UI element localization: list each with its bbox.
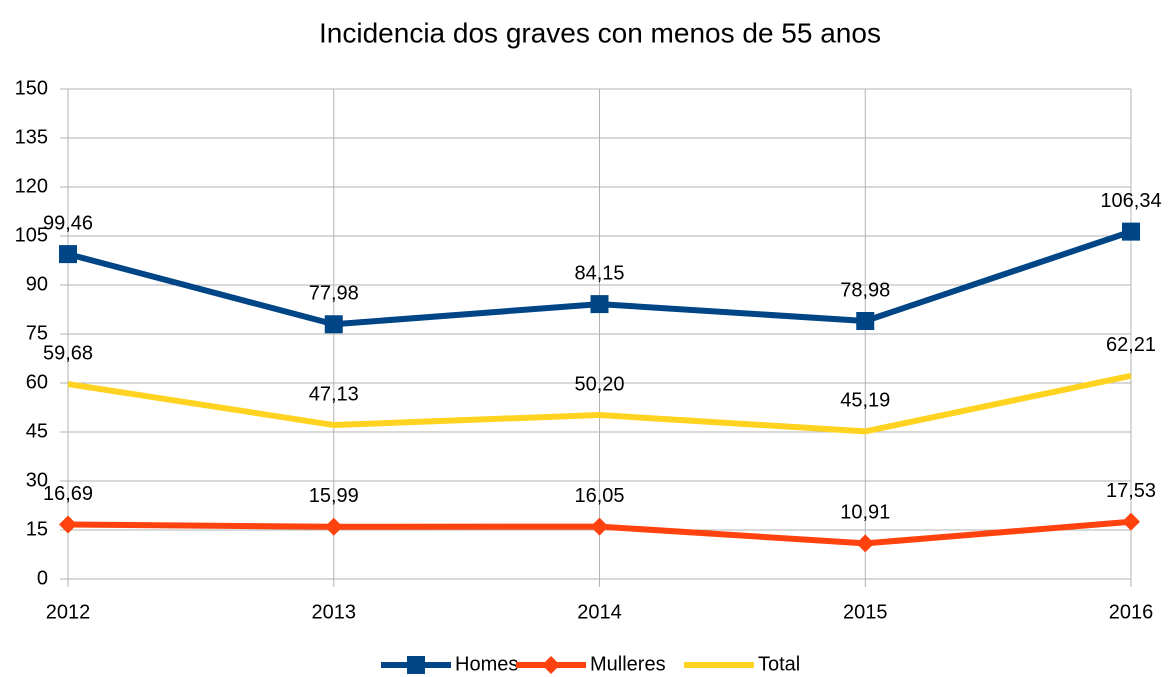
- x-tick-label: 2015: [843, 601, 888, 623]
- x-tick-label: 2013: [312, 601, 357, 623]
- data-label: 47,13: [309, 383, 359, 405]
- x-tick-label: 2016: [1109, 601, 1154, 623]
- y-tick-label: 15: [26, 518, 48, 540]
- marker: [407, 656, 425, 674]
- data-label: 99,46: [43, 212, 93, 234]
- marker: [324, 315, 343, 334]
- y-tick-label: 30: [26, 469, 48, 491]
- marker: [59, 515, 77, 534]
- y-tick-label: 45: [26, 420, 48, 442]
- y-tick-label: 120: [15, 175, 48, 197]
- marker: [856, 311, 875, 330]
- marker: [1122, 222, 1140, 241]
- legend-label: Total: [758, 653, 800, 675]
- marker: [1122, 512, 1140, 531]
- marker: [324, 517, 343, 536]
- y-tick-label: 60: [26, 371, 48, 393]
- marker: [856, 534, 875, 553]
- chart-title: Incidencia dos graves con menos de 55 an…: [319, 17, 881, 48]
- y-tick-label: 90: [26, 273, 48, 295]
- data-label: 17,53: [1106, 480, 1156, 502]
- series-line: [67, 372, 1132, 435]
- data-label: 16,69: [43, 483, 93, 505]
- legend-label: Mulleres: [590, 653, 666, 675]
- data-label: 78,98: [840, 279, 890, 301]
- x-tick-label: 2012: [46, 601, 91, 623]
- marker: [542, 656, 560, 674]
- marker: [590, 517, 609, 536]
- data-label: 77,98: [309, 283, 359, 305]
- y-tick-label: 0: [37, 567, 48, 589]
- data-label: 62,21: [1106, 334, 1156, 356]
- data-label: 106,34: [1100, 190, 1161, 212]
- y-tick-label: 105: [15, 224, 48, 246]
- y-tick-label: 75: [26, 322, 48, 344]
- data-label: 15,99: [309, 485, 359, 507]
- data-label: 45,19: [840, 390, 890, 412]
- data-label: 16,05: [574, 485, 624, 507]
- y-tick-label: 135: [15, 126, 48, 148]
- y-tick-label: 150: [15, 77, 48, 99]
- data-label: 59,68: [43, 342, 93, 364]
- data-label: 10,91: [840, 502, 890, 524]
- marker: [59, 245, 77, 264]
- x-tick-label: 2014: [577, 601, 622, 623]
- legend-label: Homes: [455, 653, 518, 675]
- marker: [590, 295, 609, 314]
- data-label: 50,20: [574, 373, 624, 395]
- data-label: 84,15: [574, 262, 624, 284]
